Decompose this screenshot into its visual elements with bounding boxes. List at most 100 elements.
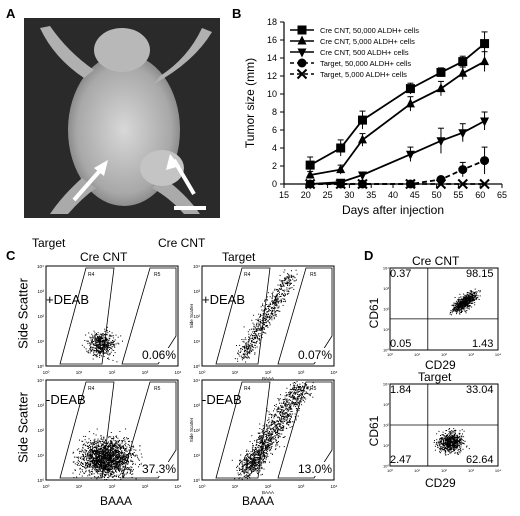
x-tick-label: 10²: [441, 352, 447, 357]
y-tick-label: 4: [272, 143, 277, 153]
x-axis-label: Days after injection: [342, 203, 444, 217]
x-tick-label: 10³: [468, 352, 474, 357]
x-tick-label: 10¹: [414, 468, 420, 473]
y-tick-label: 10⁰: [383, 348, 389, 353]
small-x-label: BAAA: [262, 490, 274, 495]
gate-r4: [59, 267, 115, 365]
y-tick-label: 10⁰: [37, 478, 44, 483]
data-point: [405, 84, 415, 94]
x-tick-label: 10⁴: [495, 352, 501, 357]
x-tick-label: 40: [388, 190, 398, 200]
data-point: [357, 178, 368, 190]
series-4: [304, 178, 490, 190]
y-tick-label: 10⁴: [383, 382, 389, 387]
y-tick-label: 10³: [383, 286, 389, 291]
data-point: [405, 178, 416, 190]
y-tick-label: 10⁰: [383, 464, 389, 469]
data-point: [480, 117, 490, 127]
col-title-cre: Cre CNT: [80, 250, 128, 264]
y-tick-label: 10³: [193, 289, 200, 294]
x-tick-label: 10³: [298, 370, 305, 375]
q-cre-ur: 98.15: [466, 268, 494, 280]
panel-d-label: D: [364, 248, 374, 263]
q-tgt-lr: 62.64: [466, 454, 494, 466]
data-point: [357, 115, 367, 125]
d-bottom-title: Target: [418, 370, 452, 384]
panel-a-label: A: [6, 6, 16, 21]
q-cre-ul: 0.37: [390, 268, 412, 280]
y-tick-label: 10⁴: [193, 378, 200, 383]
gate-r4: [59, 381, 115, 479]
x-tick-label: 30: [344, 190, 354, 200]
y-tick-label: 10¹: [383, 443, 389, 448]
gate-r5-label: R5: [154, 272, 161, 278]
data-point: [336, 143, 346, 153]
gate-r5-label: R5: [154, 386, 161, 392]
x-tick-label: 10¹: [76, 484, 83, 489]
d-top-title: Cre CNT: [412, 254, 460, 268]
y-tick-label: 10³: [193, 403, 200, 408]
gate-r4-label: R4: [88, 272, 95, 278]
y-tick-label: 10¹: [383, 327, 389, 332]
y-tick-label: 2: [272, 161, 277, 171]
y-tick-label: 10⁰: [193, 478, 200, 483]
y-tick-label: 10: [267, 89, 277, 99]
y-tick-label: 0: [272, 179, 277, 189]
data-point: [458, 57, 468, 67]
data-point: [335, 178, 346, 190]
x-tick-label: 10²: [265, 370, 272, 375]
legend-marker: [297, 35, 307, 45]
data-point: [458, 165, 468, 175]
legend-marker: [297, 48, 307, 58]
mouse-target-label: Target: [32, 236, 66, 250]
y-tick-label: 10¹: [193, 453, 200, 458]
mouse-photo: [24, 18, 220, 218]
x-tick-label: 55: [453, 190, 463, 200]
x-tick-label: 10²: [265, 484, 272, 489]
y-tick-label: 10¹: [193, 339, 200, 344]
series-1: [305, 51, 490, 179]
legend-marker: [297, 25, 307, 35]
deab-minus-label-2: -DEAB: [202, 392, 242, 407]
data-point: [305, 169, 315, 179]
event-dots: [449, 288, 481, 316]
y-tick-label: 10⁰: [193, 364, 200, 369]
gate-r5: [277, 267, 333, 365]
event-dots: [433, 428, 470, 456]
y-tick-label: 18: [267, 17, 277, 27]
data-point: [457, 178, 468, 190]
legend-entry: Cre CNT, 500 ALDH+ cells: [320, 48, 409, 57]
legend-entry: Cre CNT, 5,000 ALDH+ cells: [320, 37, 415, 46]
panel-b-label: B: [232, 6, 242, 21]
data-point: [480, 39, 490, 49]
gate-r5: [121, 381, 177, 479]
x-tick-label: 50: [432, 190, 442, 200]
col-title-target: Target: [222, 250, 256, 264]
gate-r4: [215, 267, 271, 365]
data-point: [458, 67, 468, 77]
x-tick-label: 60: [475, 190, 485, 200]
data-point: [479, 178, 490, 190]
x-tick-label: 10¹: [232, 370, 239, 375]
x-tick-label: 20: [301, 190, 311, 200]
c-xlabel-right: BAAA: [242, 494, 275, 508]
gate-r4-label: R4: [244, 272, 251, 278]
d-ylabel-top: CD61: [367, 297, 381, 329]
q-cre-lr: 1.43: [472, 338, 494, 350]
panel-c-label: C: [6, 248, 16, 263]
data-point: [357, 134, 367, 144]
y-tick-label: 10³: [383, 402, 389, 407]
small-y-label: Side Scatter: [189, 303, 194, 328]
x-tick-label: 10⁰: [387, 468, 393, 473]
x-tick-label: 10³: [298, 484, 305, 489]
q-cre-ll: 0.05: [390, 338, 412, 350]
data-point: [357, 171, 367, 181]
gate-r4: [215, 381, 271, 479]
x-tick-label: 10¹: [232, 484, 239, 489]
legend: Cre CNT, 50,000 ALDH+ cells Cre CNT, 5,00…: [290, 25, 419, 80]
data-point: [436, 137, 446, 147]
event-dots: [81, 326, 123, 363]
gate-r4-label: R4: [88, 386, 95, 392]
